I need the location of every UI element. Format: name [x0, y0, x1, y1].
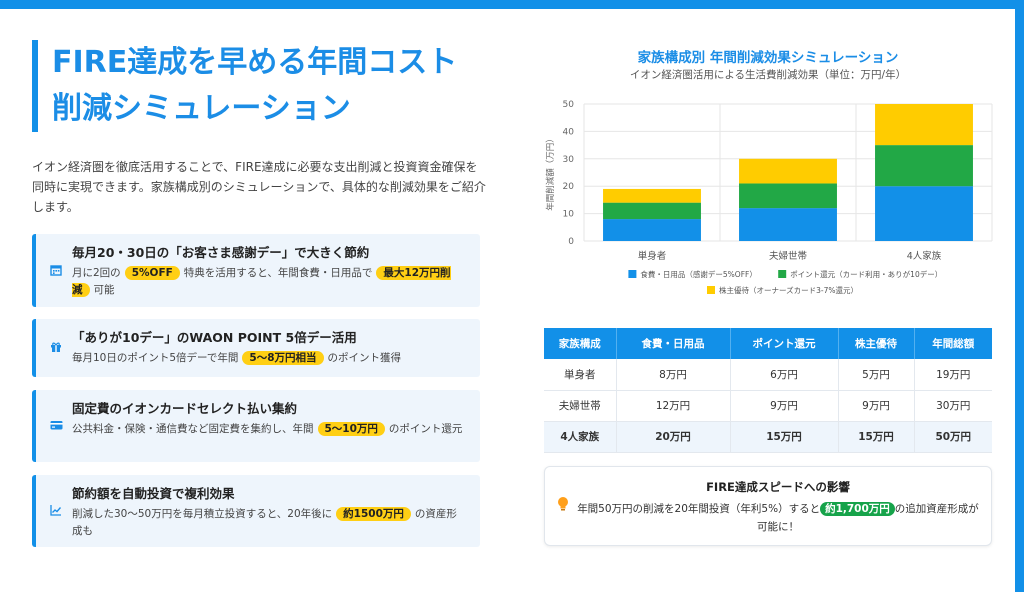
- calendar-icon: [49, 264, 63, 278]
- tip-card-thanks-day: 毎月20・30日の「お客さま感謝デー」で大きく節約 月に2回の 5%OFF 特典を活…: [32, 234, 480, 307]
- legend-swatch: [628, 270, 637, 278]
- highlight-badge: 5%OFF: [124, 266, 180, 280]
- stacked-bar-chart: 0 10 20 30 40 50 年間削減額（万円） 単身者 夫婦世帯 4人家族食費・日用品（感謝…: [545, 100, 993, 295]
- y-tick-label: 0: [568, 237, 574, 247]
- intro-text: イオン経済圏を徹底活用することで、FIRE達成に必要な支出削減と投資資金確保を同…: [32, 160, 486, 214]
- legend-label: ポイント還元（カード利用・ありが10デー）: [790, 269, 942, 279]
- table-cell: 単身者: [544, 359, 617, 391]
- card-title: 「ありが10デー」のWAON POINT 5倍デー活用: [72, 330, 357, 345]
- highlight-badge: 約1,700万円: [820, 502, 895, 516]
- chart-subtitle: イオン経済圏活用による生活費削減効果（単位：万円/年）: [629, 69, 907, 81]
- tip-card-card-select: 固定費のイオンカードセレクト払い集約 公共料金・保険・通信費など固定費を集約し、…: [32, 390, 480, 462]
- savings-table: 家族構成 食費・日用品 ポイント還元 株主優待 年間総額 単身者 8万円 6万円…: [544, 328, 992, 453]
- legend-label: 食費・日用品（感謝デー5%OFF）: [640, 269, 756, 279]
- card-body: 削減した30〜50万円を毎月積立投資すると、20年後に 約1500万円 の資産形成も: [72, 507, 457, 537]
- table-header: ポイント還元: [730, 328, 839, 359]
- y-tick-label: 30: [563, 155, 575, 165]
- table-header: 年間総額: [914, 328, 992, 359]
- table-cell: 50万円: [914, 421, 992, 453]
- bar-segment: [603, 219, 701, 241]
- table-cell: 6万円: [730, 359, 839, 391]
- legend-label: 株主優待（オーナーズカード3-7%還元）: [719, 285, 858, 295]
- page-title-line2: 削減シミュレーション: [52, 91, 351, 126]
- bar-segment: [739, 208, 837, 241]
- table-cell: 15万円: [730, 421, 839, 453]
- y-tick-label: 40: [563, 127, 575, 137]
- y-tick-label: 20: [563, 182, 575, 192]
- table-row: 単身者 8万円 6万円 5万円 19万円: [544, 359, 992, 391]
- table-cell: 9万円: [838, 390, 915, 422]
- x-tick-label: 夫婦世帯: [769, 250, 808, 262]
- table-cell: 夫婦世帯: [544, 390, 617, 422]
- bar-segment: [875, 104, 973, 146]
- table-header: 食費・日用品: [616, 328, 731, 359]
- impact-text: 年間50万円の削減を20年間投資（年利5%）すると 約1,700万円 の追加資産形成…: [577, 502, 979, 533]
- bar-segment: [739, 158, 837, 184]
- table-cell: 30万円: [914, 390, 992, 422]
- top-accent-bar: [0, 0, 1024, 9]
- highlight-badge: 約1500万円: [336, 507, 411, 521]
- card-body: 月に2回の 5%OFF 特典を活用すると、年間食費・日用品で 最大12万円削減 可能: [72, 266, 451, 297]
- right-accent-bar: [1015, 0, 1024, 592]
- card-title: 固定費のイオンカードセレクト払い集約: [72, 401, 298, 416]
- table-cell: 12万円: [616, 390, 731, 422]
- page-title-line1: FIRE達成を早める年間コスト: [52, 45, 458, 80]
- tip-card-auto-invest: 節約額を自動投資で複利効果 削減した30〜50万円を毎月積立投資すると、20年後…: [32, 475, 480, 547]
- bar-segment: [875, 145, 973, 187]
- table-row: 夫婦世帯 12万円 9万円 9万円 30万円: [544, 390, 992, 422]
- fire-impact-box: FIRE達成スピードへの影響 年間50万円の削減を20年間投資（年利5%）すると…: [544, 466, 992, 546]
- table-cell: 5万円: [838, 359, 915, 391]
- tip-card-arigato-day: 「ありが10デー」のWAON POINT 5倍デー活用 毎月10日のポイント5倍…: [32, 319, 480, 377]
- table-header: 家族構成: [544, 328, 617, 359]
- page-title: FIRE達成を早める年間コスト 削減シミュレーション: [32, 40, 502, 132]
- table-cell: 19万円: [914, 359, 992, 391]
- gift-icon: [49, 341, 63, 355]
- table-cell: 9万円: [730, 390, 839, 422]
- card-body: 公共料金・保険・通信費など固定費を集約し、年間 5〜10万円 のポイント還元: [72, 422, 463, 436]
- credit-card-icon: [49, 419, 63, 433]
- table-cell: 4人家族: [544, 421, 617, 453]
- legend-swatch: [707, 286, 715, 294]
- y-axis-label: 年間削減額（万円）: [545, 134, 556, 211]
- bar-segment: [603, 202, 701, 220]
- table-cell: 8万円: [616, 359, 731, 391]
- impact-title: FIRE達成スピードへの影響: [706, 480, 850, 494]
- card-body: 毎月10日のポイント5倍デーで年間 5〜8万円相当 のポイント獲得: [72, 351, 402, 365]
- highlight-badge: 5〜8万円相当: [242, 351, 324, 365]
- table-header-row: 家族構成 食費・日用品 ポイント還元 株主優待 年間総額: [544, 328, 992, 359]
- table-row: 4人家族 20万円 15万円 15万円 50万円: [544, 421, 992, 453]
- table-cell: 15万円: [838, 421, 915, 453]
- chart-title: 家族構成別 年間削減効果シミュレーション: [637, 50, 899, 66]
- card-title: 節約額を自動投資で複利効果: [72, 486, 235, 501]
- card-title: 毎月20・30日の「お客さま感謝デー」で大きく節約: [72, 245, 370, 260]
- highlight-badge: 5〜10万円: [317, 422, 385, 436]
- bar-segment: [739, 183, 837, 209]
- bar-segment: [875, 186, 973, 241]
- bar-segment: [603, 188, 701, 203]
- x-tick-label: 4人家族: [907, 250, 942, 262]
- lightbulb-icon: [557, 496, 569, 516]
- y-tick-label: 10: [563, 210, 575, 220]
- chart-line-icon: [49, 504, 63, 518]
- table-cell: 20万円: [616, 421, 731, 453]
- y-tick-label: 50: [563, 100, 575, 110]
- x-tick-label: 単身者: [638, 250, 667, 262]
- table-header: 株主優待: [838, 328, 915, 359]
- legend-swatch: [778, 270, 787, 278]
